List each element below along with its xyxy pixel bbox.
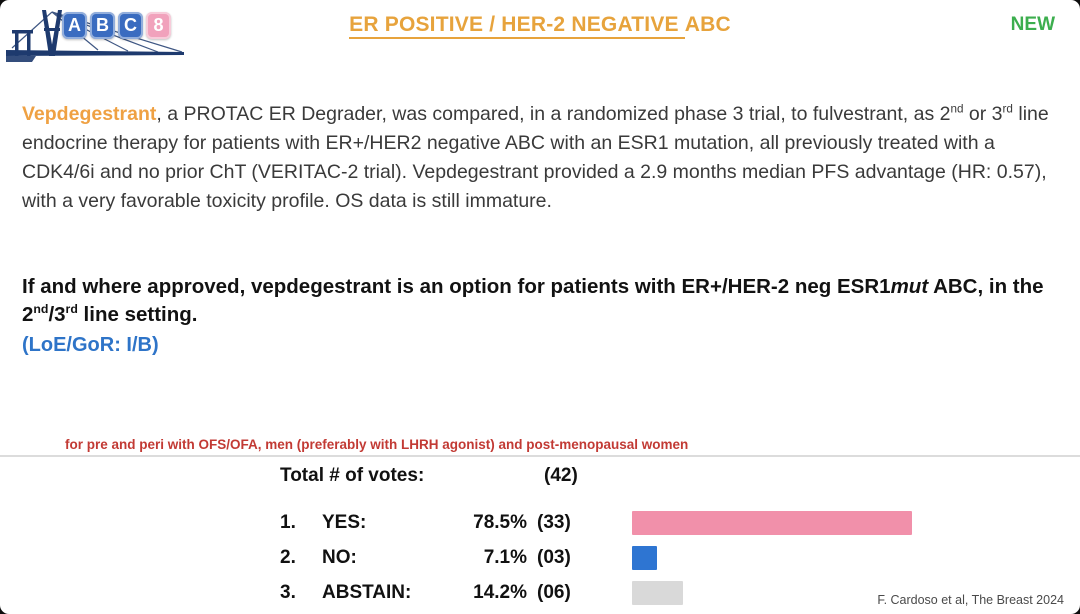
- vote-rank: 3.: [280, 582, 296, 603]
- vote-option: YES:: [322, 512, 367, 533]
- loe-gor-label: (LoE/GoR: I/B): [22, 334, 159, 357]
- vote-option: NO:: [322, 547, 357, 568]
- vote-percent: 7.1%: [483, 547, 527, 568]
- new-badge: NEW: [1010, 14, 1055, 35]
- voting-results: Total # of votes: (42) 1. YES: 78.5% (33…: [280, 463, 912, 614]
- divider-line: [0, 455, 1080, 457]
- vote-rank: 2.: [280, 547, 296, 568]
- logo-letter-a: A: [62, 12, 87, 39]
- page-title: ER POSITIVE / HER-2 NEGATIVE ABC: [0, 13, 1080, 39]
- votes-total-value: (42): [544, 465, 578, 486]
- votes-total-label: Total # of votes:: [280, 465, 425, 486]
- vote-rank: 1.: [280, 512, 296, 533]
- population-note: for pre and peri with OFS/OFA, men (pref…: [65, 437, 689, 452]
- logo-letter-b: B: [90, 12, 115, 39]
- vote-count: (06): [537, 582, 571, 603]
- trial-summary-paragraph: Vepdegestrant, a PROTAC ER Degrader, was…: [22, 102, 1049, 212]
- vote-bar-abstain: [632, 581, 683, 605]
- vote-percent: 14.2%: [473, 582, 527, 603]
- vote-count: (03): [537, 547, 571, 568]
- vote-row-no: 2. NO: 7.1% (03): [280, 545, 912, 571]
- logo-letter-c: C: [118, 12, 143, 39]
- recommendation-block: If and where approved, vepdegestrant is …: [22, 273, 1062, 359]
- logo-number-8: 8: [146, 12, 171, 39]
- vote-percent: 78.5%: [473, 512, 527, 533]
- votes-total-row: Total # of votes: (42): [280, 463, 912, 489]
- vote-bar-no: [632, 546, 657, 570]
- abc8-letter-boxes: A B C 8: [62, 12, 171, 39]
- citation: F. Cardoso et al, The Breast 2024: [877, 593, 1064, 607]
- vote-row-yes: 1. YES: 78.5% (33): [280, 510, 912, 536]
- vote-bar-yes: [632, 511, 912, 535]
- vote-count: (33): [537, 512, 571, 533]
- vote-row-abstain: 3. ABSTAIN: 14.2% (06): [280, 580, 912, 606]
- vote-option: ABSTAIN:: [322, 582, 412, 603]
- recommendation-statement: If and where approved, vepdegestrant is …: [22, 275, 1044, 326]
- abc8-logo: A B C 8: [6, 4, 206, 66]
